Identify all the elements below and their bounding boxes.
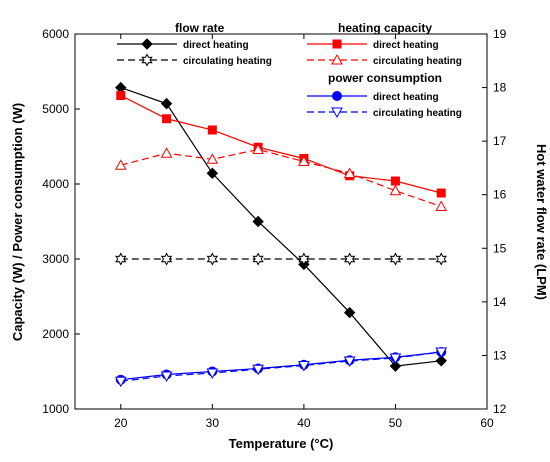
legend-label: direct heating [373, 92, 439, 103]
legend-entry: circulating heating [307, 107, 462, 119]
series-flow-rate-direct-heating [115, 81, 447, 372]
data-point [389, 360, 402, 372]
right-tick-label: 15 [493, 241, 507, 255]
data-point [114, 159, 127, 170]
data-point [298, 155, 310, 166]
x-axis-title: Temperature (°C) [229, 436, 334, 451]
data-point [435, 200, 448, 211]
plot-frame [74, 33, 488, 410]
series-flow-rate-circulating-heating [115, 252, 447, 266]
data-point [298, 252, 310, 266]
data-point [343, 306, 356, 319]
data-point [252, 252, 264, 266]
series-line [120, 351, 442, 381]
legend-swatch-marker [331, 107, 343, 119]
data-point [206, 167, 219, 179]
right-tick-label: 12 [493, 402, 507, 416]
left-tick-label: 5000 [42, 102, 69, 116]
legend-group-heating-capacity: heating capacity direct heating circulatin… [307, 21, 462, 67]
legend-entry: circulating heating [307, 53, 462, 67]
data-point [160, 252, 173, 266]
legend-label: circulating heating [373, 56, 462, 67]
x-axis-ticks: 20 30 40 50 60 [114, 34, 494, 430]
data-point [160, 97, 173, 110]
right-tick-label: 19 [493, 27, 507, 41]
legend-entry: direct heating [307, 91, 439, 103]
data-point [343, 252, 356, 266]
data-point [389, 252, 402, 266]
right-tick-label: 17 [493, 134, 507, 148]
data-point [206, 252, 219, 266]
left-axis-ticks: 1000 2000 3000 4000 5000 6000 [42, 27, 80, 416]
data-point [343, 167, 356, 178]
legend-swatch-marker [332, 39, 342, 49]
legend-group-power-consumption: power consumption direct heating circulati… [307, 71, 462, 119]
data-point [389, 184, 402, 196]
data-point [343, 356, 356, 368]
left-tick-label: 6000 [42, 27, 69, 41]
series-heating-capacity-circulating-heating [114, 143, 448, 211]
data-point [160, 147, 173, 158]
series-line [120, 351, 442, 382]
legend-swatch-marker [141, 38, 153, 50]
legend-entry: direct heating [307, 39, 439, 51]
data-point [252, 364, 264, 376]
x-tick-label: 50 [389, 416, 403, 430]
data-point [207, 125, 217, 135]
series-power-consumption-circulating-heating [114, 347, 448, 388]
data-point [252, 143, 264, 154]
data-point [160, 371, 173, 383]
series-line [120, 94, 442, 194]
legend-group-flow-rate: flow rate direct heating circulating heati… [117, 21, 272, 67]
legend-label: circulating heating [373, 108, 462, 119]
x-tick-label: 30 [206, 416, 220, 430]
left-tick-label: 3000 [42, 252, 69, 266]
legend: flow rate direct heating circulating heati… [117, 21, 462, 119]
legend-swatch-marker [331, 53, 343, 65]
left-tick-label: 1000 [42, 402, 69, 416]
data-point [206, 368, 219, 380]
right-axis-title: Hot water flow rate (LPM) [534, 144, 549, 300]
data-point [389, 353, 402, 365]
data-point [116, 91, 126, 100]
right-axis-ticks: 12 13 14 15 16 17 18 19 [482, 27, 507, 416]
left-axis-title: Capacity (W) / Power consumption (W) [10, 103, 25, 341]
data-point [298, 361, 310, 372]
legend-entry: circulating heating [117, 53, 272, 67]
series-line [120, 87, 442, 367]
legend-swatch-marker [332, 91, 342, 101]
data-point [252, 215, 264, 228]
x-tick-label: 20 [114, 416, 128, 430]
data-point [114, 376, 127, 388]
legend-label: direct heating [373, 40, 439, 51]
series-line [120, 148, 442, 208]
data-point [436, 188, 446, 198]
right-tick-label: 14 [493, 295, 507, 309]
legend-label: circulating heating [183, 56, 272, 67]
data-point [206, 153, 219, 164]
left-tick-label: 4000 [42, 177, 69, 191]
data-point [115, 252, 127, 266]
x-tick-label: 40 [297, 416, 311, 430]
data-point [435, 347, 448, 359]
data-point [435, 355, 447, 367]
data-point [435, 252, 447, 266]
x-tick-label: 60 [480, 416, 494, 430]
legend-entry: direct heating [117, 38, 249, 51]
right-tick-label: 13 [493, 348, 507, 362]
data-point [390, 176, 400, 186]
right-tick-label: 16 [493, 188, 507, 202]
legend-title: flow rate [175, 21, 225, 35]
series-layer [114, 81, 448, 388]
legend-swatch-marker [141, 53, 153, 67]
legend-label: direct heating [183, 40, 249, 51]
data-point [162, 114, 172, 124]
legend-title: heating capacity [338, 21, 432, 35]
legend-title: power consumption [328, 71, 442, 85]
right-tick-label: 18 [493, 81, 507, 95]
left-tick-label: 2000 [42, 327, 69, 341]
